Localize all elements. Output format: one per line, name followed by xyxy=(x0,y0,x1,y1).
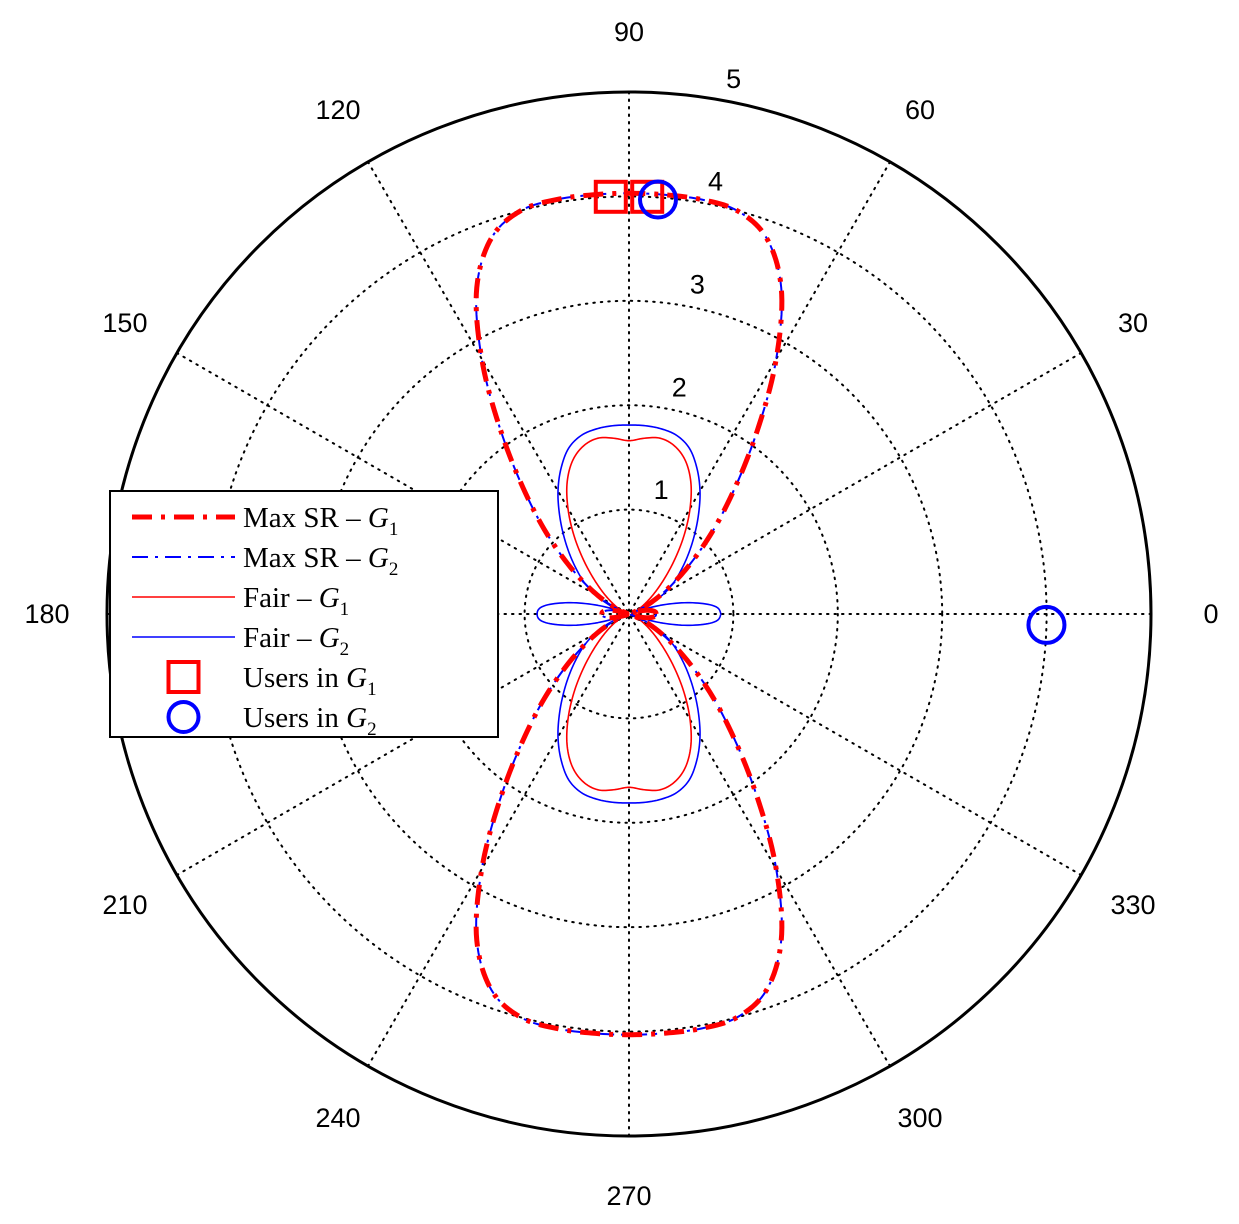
legend-label: Max SR – G2 xyxy=(243,542,398,580)
legend-label: Max SR – G1 xyxy=(243,502,398,540)
user-marker-g2 xyxy=(1026,604,1067,645)
radial-tick-label: 5 xyxy=(726,64,741,94)
user-marker-g1 xyxy=(593,179,628,214)
legend-label: Fair – G2 xyxy=(243,622,349,660)
angle-tick-label: 90 xyxy=(614,17,644,47)
grid-circle-1 xyxy=(523,508,735,720)
angle-tick-label: 60 xyxy=(905,95,935,125)
angle-tick-label: 270 xyxy=(606,1181,651,1211)
angle-tick-label: 180 xyxy=(24,599,69,629)
outer-circle xyxy=(105,90,1153,1138)
legend-entry-maxsr_g1: Max SR – G1 xyxy=(132,502,398,540)
radial-tick-label: 2 xyxy=(672,372,687,402)
angle-tick-label: 30 xyxy=(1118,308,1148,338)
angle-tick-label: 240 xyxy=(315,1103,360,1133)
grid-spoke-30 xyxy=(175,352,1083,876)
legend-entry-maxsr_g2: Max SR – G2 xyxy=(132,542,398,580)
radial-tick-label: 3 xyxy=(690,270,705,300)
angle-tick-label: 120 xyxy=(315,95,360,125)
angle-tick-label: 210 xyxy=(102,890,147,920)
radial-tick-label: 1 xyxy=(654,475,669,505)
plot-area xyxy=(473,179,1067,1038)
series-maxsr_g1 xyxy=(473,190,785,1038)
grid-spoke-120 xyxy=(367,160,891,1068)
legend-label: Users in G1 xyxy=(243,662,377,700)
grid-spoke-60 xyxy=(367,160,891,1068)
grid-spoke-150 xyxy=(175,352,1083,876)
user-marker-g2 xyxy=(637,179,678,220)
angle-tick-label: 300 xyxy=(897,1103,942,1133)
legend-label: Users in G2 xyxy=(243,702,377,740)
tick-labels: 0 30 60 90 120 150 180 210 240 270 300 330 1 2 3 4 5 xyxy=(24,17,1218,1211)
legend-entry-fair_g2: Fair – G2 xyxy=(132,622,349,660)
grid-circle-2 xyxy=(419,404,839,824)
series-fair_g2 xyxy=(536,424,722,804)
angle-tick-label: 330 xyxy=(1111,890,1156,920)
series-fair_g1 xyxy=(565,436,693,792)
legend-entry-users_g1: Users in G1 xyxy=(166,660,377,700)
radial-tick-label: 4 xyxy=(708,167,723,197)
angle-tick-label: 150 xyxy=(102,308,147,338)
legend-entry-fair_g1: Fair – G1 xyxy=(132,582,349,620)
legend-box xyxy=(109,490,499,738)
legend-swatch xyxy=(166,700,201,734)
legend-entry-users_g2: Users in G2 xyxy=(166,700,377,740)
outer-axis-circle xyxy=(105,90,1153,1138)
legend-label: Fair – G1 xyxy=(243,582,349,620)
legend-swatch xyxy=(166,660,201,694)
angle-tick-label: 0 xyxy=(1204,599,1219,629)
